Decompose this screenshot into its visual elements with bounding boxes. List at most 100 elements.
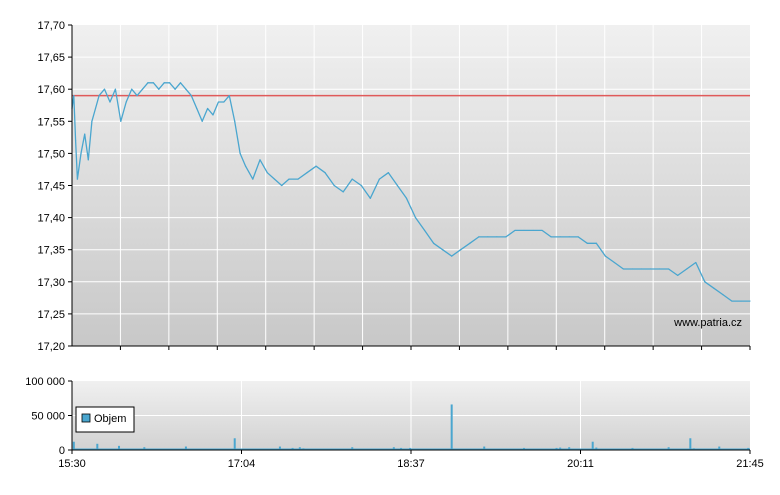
price-point xyxy=(109,101,111,103)
price-point xyxy=(120,120,122,122)
price-point xyxy=(94,107,97,110)
volume-bar xyxy=(233,438,236,450)
volume-bar xyxy=(96,443,99,450)
price-y-tick-label: 17,40 xyxy=(37,213,65,225)
price-point xyxy=(163,82,165,84)
price-point xyxy=(442,249,444,251)
price-point xyxy=(505,236,507,238)
watermark-text: www.patria.cz xyxy=(673,317,742,329)
price-point xyxy=(131,88,133,90)
volume-bar xyxy=(718,446,721,450)
price-point xyxy=(169,82,171,84)
volume-bar xyxy=(559,447,562,450)
volume-bar xyxy=(692,448,695,450)
price-point xyxy=(190,95,192,97)
volume-bar xyxy=(483,446,486,450)
price-point xyxy=(414,217,417,219)
price-point xyxy=(147,82,149,84)
price-point xyxy=(174,88,176,90)
volume-y-tick-label: 50 000 xyxy=(31,411,65,423)
price-point xyxy=(288,178,290,180)
price-point xyxy=(223,101,225,103)
price-point xyxy=(613,261,616,264)
price-point xyxy=(387,172,389,174)
price-point xyxy=(740,300,742,302)
price-point xyxy=(469,242,471,244)
price-point xyxy=(333,184,335,187)
volume-bar xyxy=(568,447,571,450)
price-point xyxy=(342,191,344,193)
volume-bar xyxy=(747,447,750,450)
x-tick-label: 21:45 xyxy=(736,458,764,470)
price-point xyxy=(201,120,203,122)
price-point xyxy=(577,236,579,238)
price-y-tick-label: 17,25 xyxy=(37,309,65,321)
price-y-tick-label: 17,30 xyxy=(37,277,65,289)
price-point xyxy=(158,88,160,90)
price-point xyxy=(514,229,516,232)
price-point xyxy=(103,88,106,90)
volume-bar xyxy=(523,447,525,450)
price-point xyxy=(496,236,498,238)
price-y-tick-label: 17,55 xyxy=(37,116,65,128)
volume-panel: 100 000 50 000 015:30 17:04 18:37 20:11 21:45 O… xyxy=(25,376,764,470)
price-point xyxy=(207,107,209,110)
price-point xyxy=(550,236,552,238)
price-point xyxy=(532,229,534,232)
price-y-tick-label: 17,45 xyxy=(37,181,65,193)
price-y-tick-label: 17,50 xyxy=(37,148,65,160)
price-point xyxy=(559,236,561,238)
price-point xyxy=(378,178,380,180)
price-point xyxy=(234,120,236,122)
volume-bar xyxy=(409,447,412,450)
volume-bar xyxy=(298,447,301,450)
price-point xyxy=(185,88,187,90)
price-point xyxy=(677,274,679,276)
price-point xyxy=(541,229,543,232)
price-y-tick-label: 17,65 xyxy=(37,52,65,64)
volume-bar xyxy=(689,438,692,450)
volume-bar xyxy=(400,447,403,450)
price-point xyxy=(141,88,144,90)
x-tick-label: 20:11 xyxy=(567,458,594,470)
price-point xyxy=(631,268,634,270)
volume-bar xyxy=(291,447,294,450)
price-point xyxy=(595,242,597,244)
price-point xyxy=(659,268,661,270)
price-point xyxy=(281,184,283,187)
price-point xyxy=(722,294,724,296)
price-point xyxy=(273,178,276,180)
volume-y-tick-label: 100 000 xyxy=(25,376,65,388)
volume-y-tick-label: 0 xyxy=(59,445,65,457)
price-series-line xyxy=(71,82,750,302)
price-point xyxy=(668,268,670,270)
price-panel: 17,70 17,65 17,60 17,55 17,50 17,45 17,40 17,35… xyxy=(37,20,751,353)
price-point xyxy=(423,229,426,232)
price-y-tick-label: 17,60 xyxy=(37,84,65,96)
price-y-tick-label: 17,20 xyxy=(37,341,65,353)
price-point xyxy=(315,165,317,167)
price-point xyxy=(586,242,588,244)
price-point xyxy=(622,268,625,270)
price-point xyxy=(75,139,77,142)
price-point xyxy=(478,236,480,238)
price-point xyxy=(266,172,268,174)
price-point xyxy=(244,165,247,167)
volume-bar xyxy=(278,446,281,450)
price-point xyxy=(649,268,652,270)
price-point xyxy=(212,114,214,116)
volume-bar xyxy=(631,447,634,450)
price-point xyxy=(704,281,706,283)
price-point xyxy=(568,236,570,238)
price-point xyxy=(73,95,75,97)
price-point xyxy=(487,236,489,238)
price-point xyxy=(460,249,462,251)
price-point xyxy=(196,107,198,110)
price-point xyxy=(695,261,697,264)
price-point xyxy=(640,268,643,270)
price-point xyxy=(114,88,116,90)
x-tick-label: 18:37 xyxy=(397,458,425,470)
price-point xyxy=(76,178,79,180)
